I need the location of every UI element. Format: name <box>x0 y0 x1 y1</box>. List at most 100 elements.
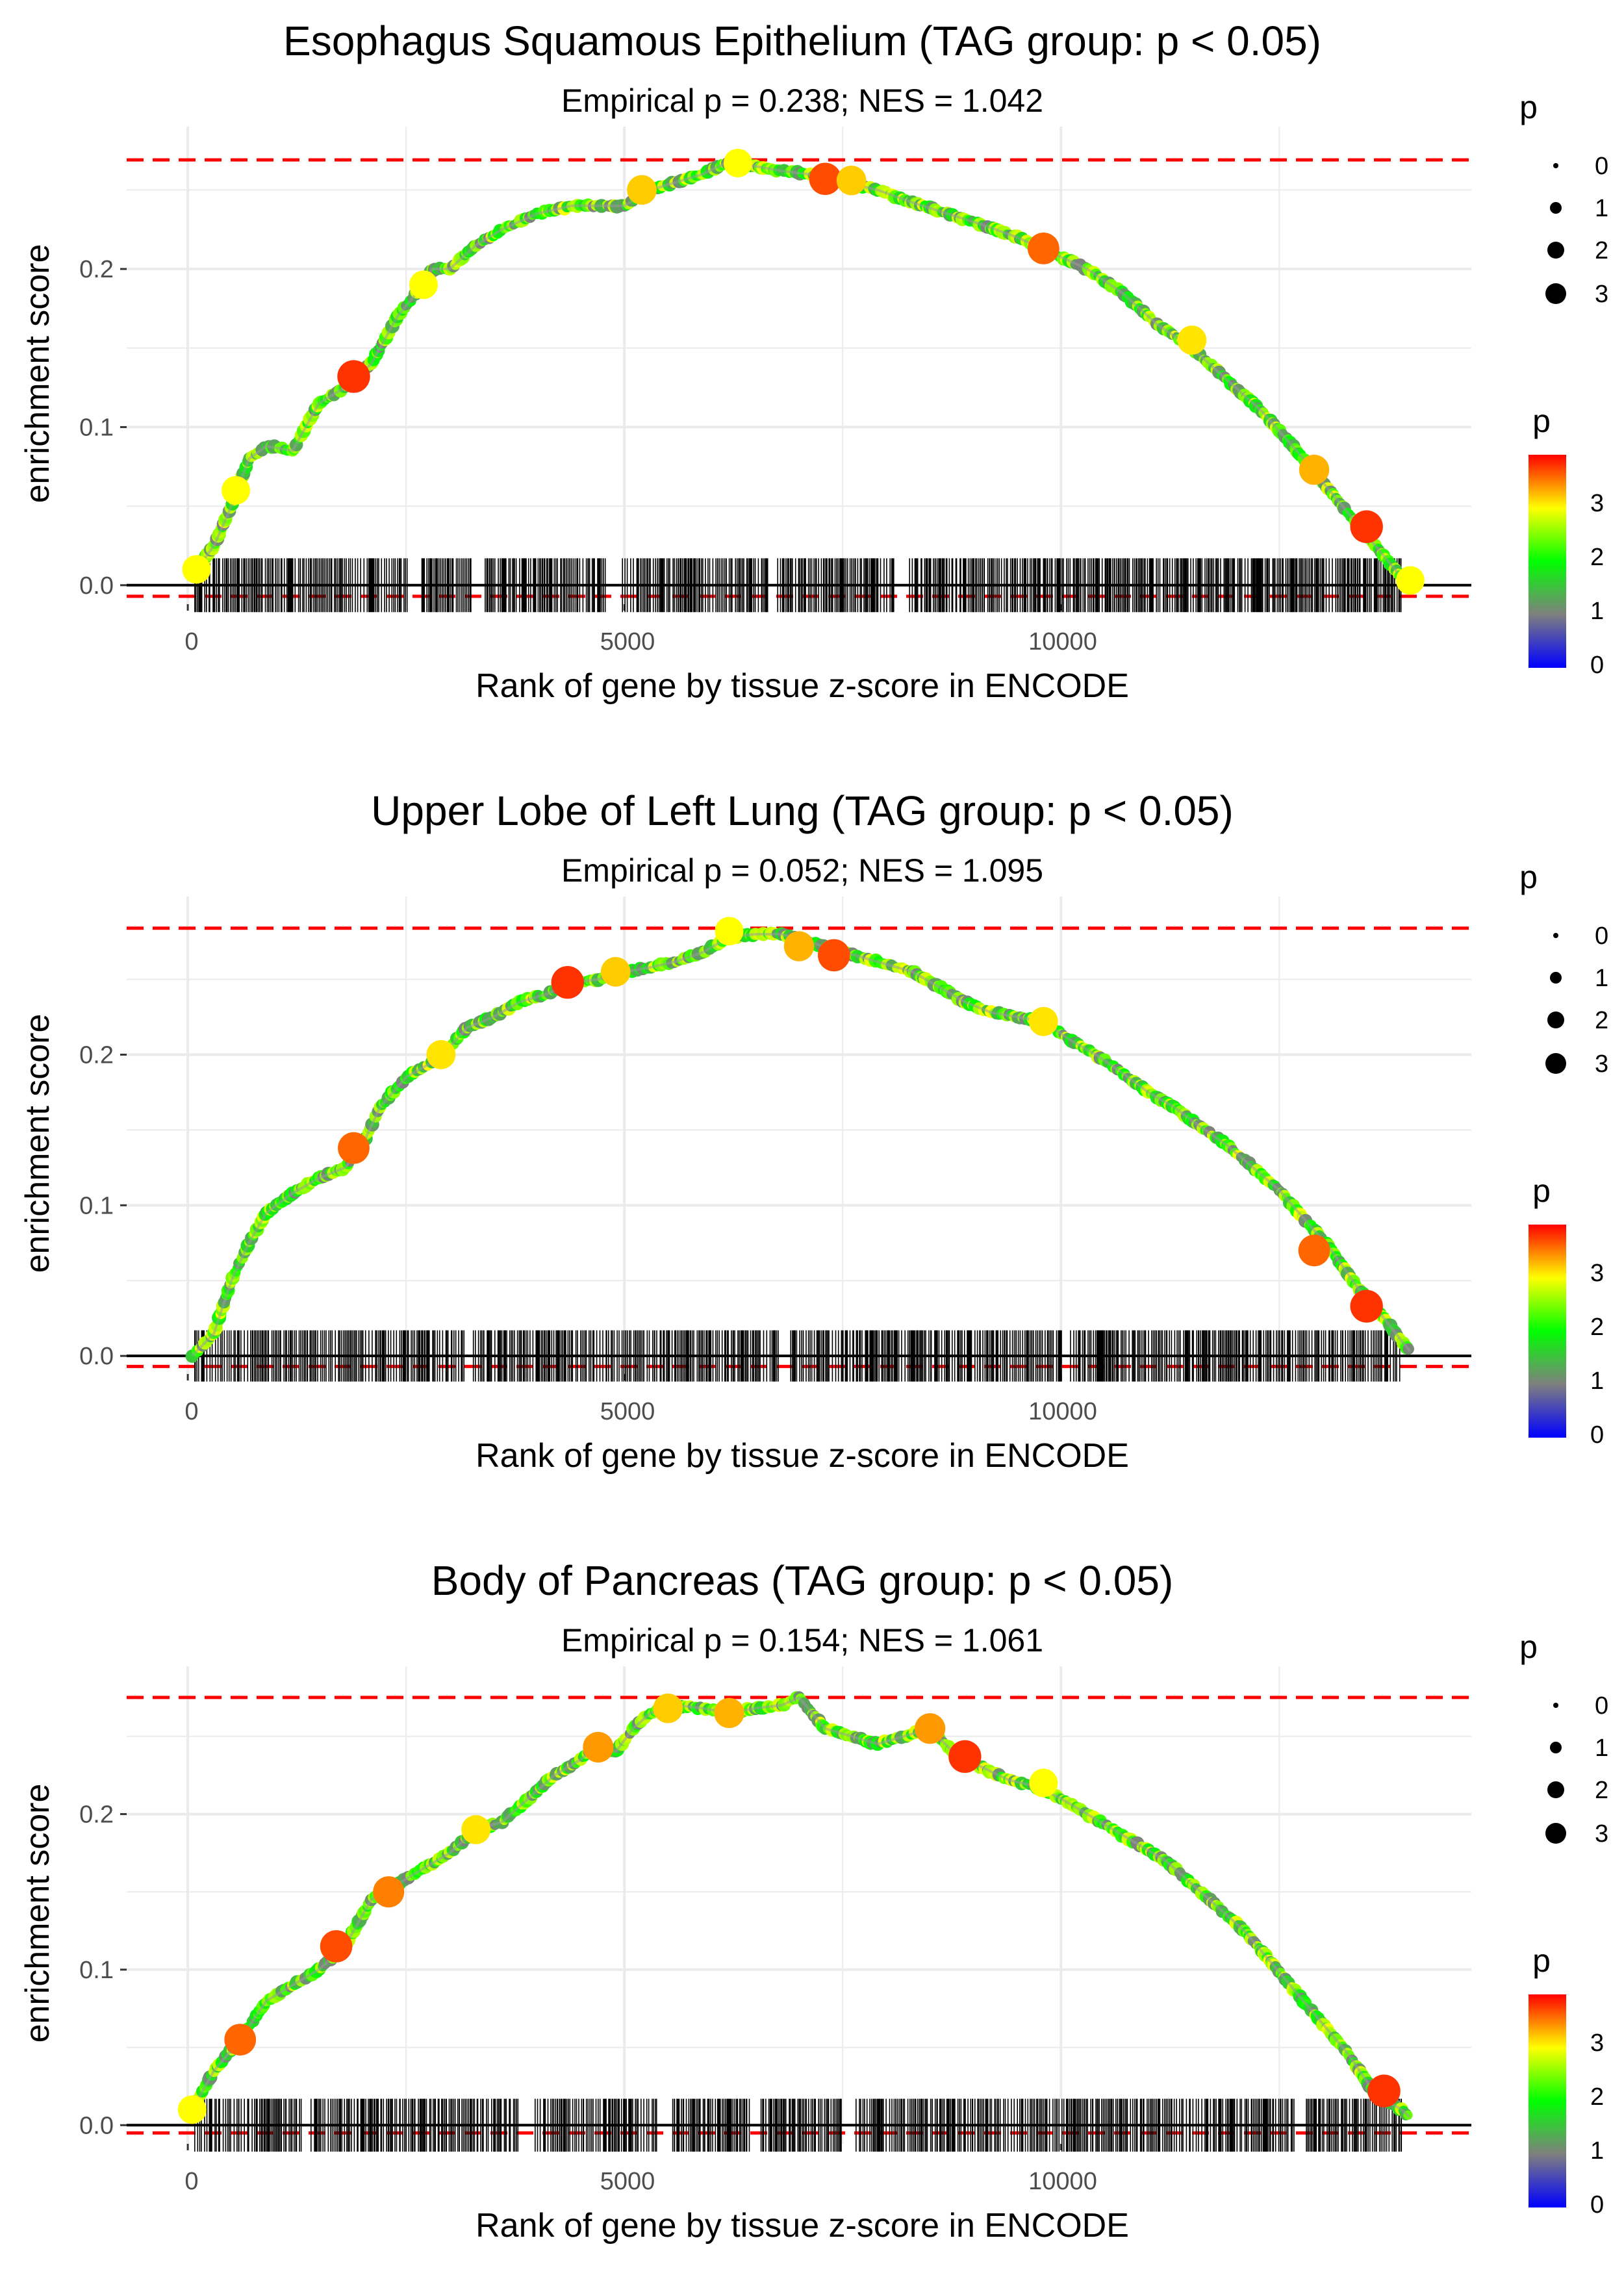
size-legend-label: 2 <box>1595 1777 1608 1804</box>
y-tick-label: 0.2 <box>79 256 114 283</box>
y-axis-title: enrichment score <box>19 1784 57 2043</box>
size-legend-key <box>1553 163 1558 168</box>
enrichment-curve <box>190 155 1414 589</box>
x-tick-label: 10000 <box>1028 1398 1097 1425</box>
significant-gene-point <box>1395 566 1425 595</box>
chart-subtitle: Empirical p = 0.052; NES = 1.095 <box>561 852 1043 889</box>
significant-gene-point <box>653 1693 683 1724</box>
significant-gene-point <box>817 939 850 972</box>
y-tick-label: 0.0 <box>79 572 114 600</box>
size-legend-key <box>1553 1703 1558 1708</box>
y-tick-label: 0.1 <box>79 414 114 441</box>
size-legend-key <box>1547 242 1564 259</box>
plot-area <box>120 127 1471 613</box>
significant-gene-point <box>222 476 251 505</box>
x-tick-label: 0 <box>184 2168 198 2195</box>
significant-gene-point <box>1367 2074 1401 2107</box>
color-legend-title: p <box>1532 1942 1551 1979</box>
size-legend-key <box>1545 1823 1566 1844</box>
color-legend-title: p <box>1532 403 1551 439</box>
significant-gene-point <box>715 917 744 946</box>
significant-gene-point <box>809 162 842 196</box>
significant-gene-point <box>948 1740 982 1774</box>
y-tick-labels: 0.0 0.1 0.2 <box>79 256 114 600</box>
size-legend: p 0 1 2 3 <box>1519 89 1608 308</box>
chart-panel-esophagus: Esophagus Squamous Epithelium (TAG group… <box>19 18 1608 705</box>
color-legend-label: 3 <box>1590 2029 1604 2057</box>
x-tick-labels: 0 5000 10000 <box>184 2168 1097 2195</box>
size-legend-key <box>1550 1742 1562 1753</box>
color-legend: p 3 2 1 0 <box>1529 1942 1604 2219</box>
y-axis-title: enrichment score <box>19 244 57 503</box>
color-legend-label: 1 <box>1590 2137 1604 2165</box>
color-legend-label: 0 <box>1590 1421 1604 1449</box>
chart-panel-pancreas: Body of Pancreas (TAG group: p < 0.05) E… <box>19 1557 1608 2245</box>
y-tick-label: 0.0 <box>79 2112 114 2139</box>
y-tick-label: 0.2 <box>79 1041 114 1069</box>
significant-gene-point <box>627 175 657 205</box>
x-tick-label: 0 <box>184 628 198 655</box>
significant-gene-point <box>426 1040 456 1069</box>
significant-gene-point <box>1350 510 1383 543</box>
color-legend: p 3 2 1 0 <box>1529 403 1604 679</box>
size-legend-key <box>1545 1053 1566 1074</box>
x-axis-title: Rank of gene by tissue z-score in ENCODE <box>476 2207 1129 2245</box>
size-legend-title: p <box>1519 859 1538 895</box>
x-tick-labels: 0 5000 10000 <box>184 628 1097 655</box>
size-legend-label: 1 <box>1595 965 1608 992</box>
size-legend-title: p <box>1519 1629 1538 1665</box>
x-tick-label: 10000 <box>1028 628 1097 655</box>
size-legend-label: 3 <box>1595 281 1608 308</box>
size-legend-label: 3 <box>1595 1050 1608 1078</box>
significant-gene-point <box>1298 1234 1330 1267</box>
x-tick-label: 5000 <box>600 2168 655 2195</box>
size-legend-label: 0 <box>1595 1692 1608 1720</box>
color-legend-title: p <box>1532 1173 1551 1209</box>
size-legend-label: 1 <box>1595 1735 1608 1762</box>
color-legend-label: 0 <box>1590 652 1604 679</box>
significant-gene-point <box>338 1132 370 1164</box>
plot-area <box>120 1666 1471 2152</box>
significant-gene-point <box>337 360 370 393</box>
size-legend-key <box>1547 1781 1564 1798</box>
color-legend-label: 3 <box>1590 1260 1604 1287</box>
chart-subtitle: Empirical p = 0.154; NES = 1.061 <box>561 1622 1043 1659</box>
significant-gene-point <box>1350 1290 1383 1323</box>
significant-gene-point <box>915 1713 946 1744</box>
x-tick-label: 10000 <box>1028 2168 1097 2195</box>
color-legend: p 3 2 1 0 <box>1529 1173 1604 1449</box>
significant-gene-point <box>583 1731 614 1763</box>
size-legend-label: 1 <box>1595 195 1608 222</box>
color-legend-label: 0 <box>1590 2191 1604 2219</box>
color-legend-label: 2 <box>1590 1314 1604 1341</box>
enrichment-curve <box>185 1691 1413 2120</box>
chart-subtitle: Empirical p = 0.238; NES = 1.042 <box>561 83 1043 119</box>
size-legend-key <box>1547 1011 1564 1028</box>
x-tick-label: 5000 <box>600 1398 655 1425</box>
x-tick-label: 5000 <box>600 628 655 655</box>
x-tick-labels: 0 5000 10000 <box>184 1398 1097 1425</box>
color-legend-label: 1 <box>1590 1367 1604 1395</box>
significant-gene-point <box>461 1814 491 1844</box>
size-legend-key <box>1545 283 1566 304</box>
significant-gene-point <box>723 148 752 177</box>
x-axis-title: Rank of gene by tissue z-score in ENCODE <box>476 1437 1129 1475</box>
y-tick-label: 0.1 <box>79 1192 114 1219</box>
y-tick-labels: 0.0 0.1 0.2 <box>79 1041 114 1370</box>
x-tick-label: 0 <box>184 1398 198 1425</box>
color-legend-bar <box>1529 1225 1566 1438</box>
curve-spine <box>191 1696 1412 2118</box>
size-legend-label: 2 <box>1595 237 1608 264</box>
y-axis-title: enrichment score <box>19 1014 57 1273</box>
significant-gene-point <box>1029 1768 1058 1798</box>
significant-gene-point <box>1027 233 1059 264</box>
color-legend-bar <box>1529 455 1566 668</box>
significant-gene-point <box>714 1698 744 1729</box>
color-legend-label: 2 <box>1590 544 1604 571</box>
significant-gene-point <box>320 1930 353 1963</box>
size-legend-key <box>1553 933 1558 938</box>
y-tick-labels: 0.0 0.1 0.2 <box>79 1801 114 2139</box>
significant-gene-point <box>1177 325 1207 355</box>
x-axis-title: Rank of gene by tissue z-score in ENCODE <box>476 667 1129 705</box>
